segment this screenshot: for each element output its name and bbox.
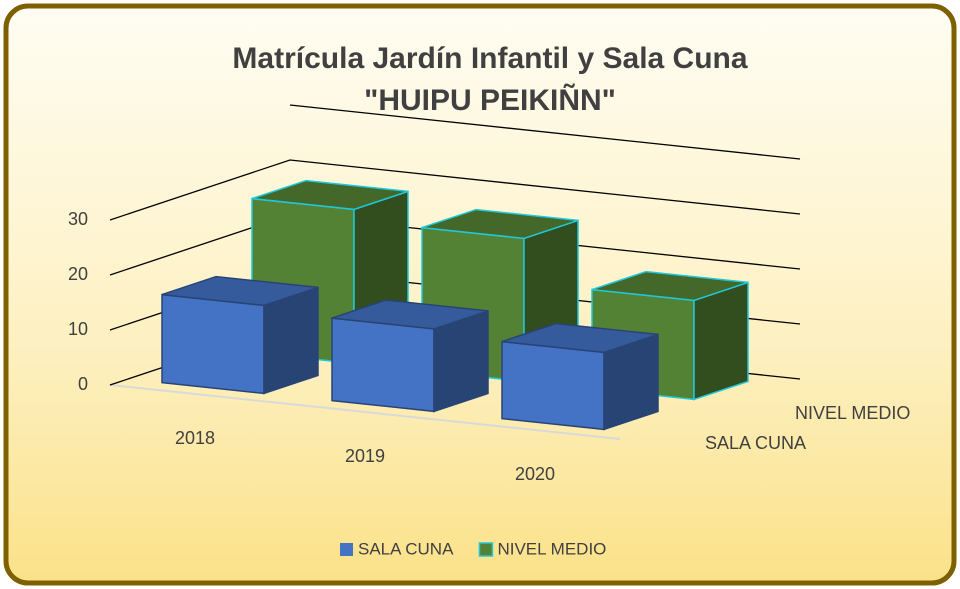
y-tick-label: 10 — [68, 319, 88, 339]
bar — [161, 275, 319, 395]
bar-side — [693, 281, 749, 401]
y-tick-label: 20 — [68, 264, 88, 284]
bar-top — [331, 299, 489, 330]
floor — [109, 384, 621, 440]
y-tick-label: 0 — [78, 374, 88, 394]
bar-top — [251, 179, 409, 211]
bar-front — [331, 317, 435, 413]
bar-top — [161, 275, 319, 307]
x-tick-label: 2019 — [345, 446, 385, 466]
legend-label: NIVEL MEDIO — [497, 539, 606, 558]
y-tick-label: 30 — [68, 209, 88, 229]
chart-subtitle: "HUIPU PEIKIÑN" — [364, 83, 616, 117]
depth-label: NIVEL MEDIO — [795, 403, 910, 423]
plot-top — [289, 104, 801, 160]
bar-front — [501, 340, 605, 431]
bar-front — [161, 293, 265, 395]
bar — [501, 322, 659, 431]
chart-title: Matrícula Jardín Infantil y Sala Cuna — [232, 42, 747, 75]
legend: SALA CUNA NIVEL MEDIO — [340, 539, 606, 558]
x-tick-label: 2020 — [515, 464, 555, 484]
grid-line — [109, 159, 801, 221]
bar — [331, 299, 489, 413]
x-tick-label: 2018 — [175, 428, 215, 448]
depth-label: SALA CUNA — [705, 433, 806, 453]
legend-label: SALA CUNA — [358, 539, 454, 558]
plot-area: 0 10 20 30 2018 2019 2020 SALA CUNA NIVEL MEDIO — [68, 104, 910, 484]
legend-swatch — [340, 543, 353, 556]
legend-swatch — [478, 542, 494, 557]
bar-top — [501, 322, 659, 354]
bar-top — [591, 270, 749, 302]
bar-top — [421, 208, 579, 240]
